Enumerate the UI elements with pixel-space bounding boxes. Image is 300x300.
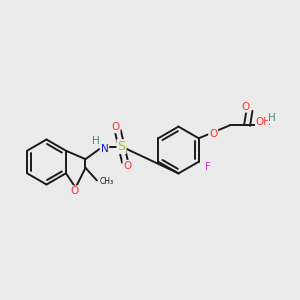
Text: Me: Me bbox=[100, 177, 113, 186]
Text: F: F bbox=[205, 162, 211, 172]
Text: H: H bbox=[92, 136, 99, 146]
Text: O: O bbox=[70, 186, 78, 196]
Text: H: H bbox=[268, 113, 276, 123]
Text: CH₃: CH₃ bbox=[100, 177, 114, 186]
Text: O: O bbox=[209, 129, 217, 139]
Text: OH: OH bbox=[256, 117, 272, 127]
Text: O: O bbox=[123, 161, 132, 171]
Text: N: N bbox=[100, 144, 108, 154]
Text: S: S bbox=[118, 140, 125, 153]
Text: O: O bbox=[242, 102, 250, 112]
Text: O: O bbox=[111, 122, 120, 132]
